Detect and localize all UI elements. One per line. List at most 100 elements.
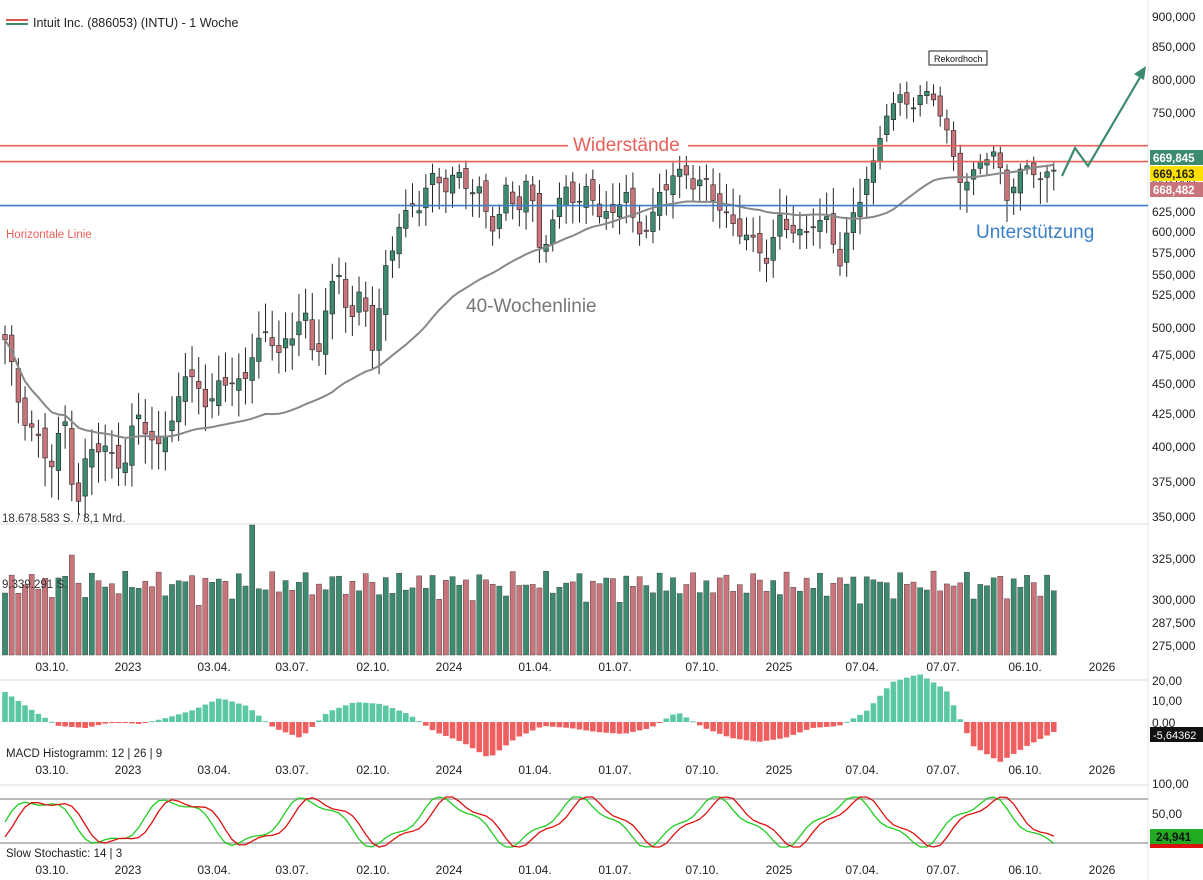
ma-40-line (4, 163, 1054, 439)
macd-bar (830, 722, 837, 727)
moving-average-group (4, 163, 1054, 439)
volume-bar (1044, 574, 1050, 656)
volume-bar (797, 590, 803, 656)
price-label-1: 669,845 (1153, 153, 1195, 165)
price-label-3-bg (1150, 182, 1203, 197)
price-tick-label: 575,000 (1152, 246, 1196, 260)
candle-body (436, 176, 442, 184)
macd-bar (15, 700, 22, 722)
candle-body (490, 216, 496, 232)
volume-bar (175, 580, 182, 656)
volume-bar (242, 585, 249, 656)
candle-body (1037, 178, 1043, 181)
macd-bar (630, 722, 636, 732)
candle-body (677, 168, 683, 177)
price-tick-label: 900,000 (1152, 10, 1196, 24)
candle-body (29, 423, 35, 428)
resistance-label-bg (568, 132, 688, 156)
volume-bar (583, 601, 589, 656)
macd-bar (904, 677, 910, 722)
candle-body (890, 103, 897, 121)
macd-bar (362, 702, 369, 722)
volume-bar (857, 603, 863, 656)
macd-bar (957, 719, 964, 722)
date-tick-label: 01.04. (518, 660, 551, 674)
stochastic-group (0, 796, 1148, 848)
volume-bar (489, 584, 496, 656)
macd-bar (523, 722, 529, 734)
candle-body (476, 186, 482, 194)
macd-bar (890, 681, 897, 722)
macd-bar (556, 722, 563, 728)
macd-bar (296, 722, 302, 738)
volume-bar (382, 577, 389, 656)
macd-bar (710, 722, 716, 732)
volume-bar (750, 573, 756, 656)
volume-bar (964, 572, 970, 656)
macd-bar (683, 717, 690, 722)
macd-bar (610, 722, 616, 734)
candle-body (630, 187, 636, 218)
volume-bar (810, 588, 817, 656)
macd-bar (529, 722, 536, 731)
volume-bar (623, 575, 630, 656)
candle-body (242, 372, 249, 379)
volume-bar (35, 588, 42, 656)
macd-bar (109, 722, 115, 723)
volume-bar (636, 576, 643, 656)
candle-body (743, 234, 750, 241)
candle-body (82, 458, 88, 497)
macd-bar (570, 722, 576, 729)
volume-bar (82, 597, 88, 656)
volume-bar (977, 584, 984, 656)
axes-group: 900,000850,000800,000750,000700,000650,0… (35, 10, 1195, 877)
macd-bar (910, 675, 917, 722)
price-tick-label: 850,000 (1152, 40, 1196, 54)
volume-bar (222, 581, 229, 656)
volume-bar (830, 583, 837, 656)
date-tick-label: 01.04. (518, 763, 551, 777)
macd-bar (329, 710, 336, 722)
volume-bar (529, 584, 536, 656)
macd-bar (82, 722, 88, 728)
volume-bar (1037, 595, 1044, 656)
macd-bar (483, 722, 489, 757)
candle-body (222, 377, 229, 386)
volume-bar (249, 524, 255, 656)
volume-bar (957, 582, 964, 656)
macd-bar (964, 722, 970, 734)
macd-bar (122, 722, 129, 723)
volume-bar (777, 594, 783, 656)
price-tick-label: 625,000 (1152, 205, 1196, 219)
candle-body (810, 226, 816, 229)
candle-body (383, 265, 389, 315)
volume-bar (536, 587, 543, 656)
macd-title: MACD Histogramm: 12 | 26 | 9 (6, 748, 162, 760)
volume-bar (102, 586, 108, 656)
volume-bar (396, 573, 402, 656)
macd-bar (75, 722, 82, 728)
candle-body (202, 388, 209, 408)
price-tick-label: 350,000 (1152, 510, 1196, 524)
macd-bar (496, 722, 503, 751)
macd-bar (55, 722, 62, 726)
macd-bar (102, 722, 108, 724)
date-tick-label: 2026 (1089, 863, 1116, 877)
macd-bar (1004, 722, 1010, 758)
candle-body (910, 107, 917, 110)
macd-bar (169, 716, 175, 722)
candle-body (944, 118, 950, 131)
macd-bar (596, 722, 603, 733)
volume-bar (1004, 598, 1010, 656)
candle-body (937, 95, 943, 117)
candle-body (89, 449, 95, 468)
macd-group (2, 674, 1057, 762)
volume-bar (1017, 587, 1024, 656)
candle-body (269, 337, 275, 347)
candle-body (750, 234, 756, 238)
macd-bar (28, 709, 35, 722)
volume-bar (650, 592, 656, 656)
candle-body (991, 151, 997, 157)
volume-bar (570, 581, 576, 656)
